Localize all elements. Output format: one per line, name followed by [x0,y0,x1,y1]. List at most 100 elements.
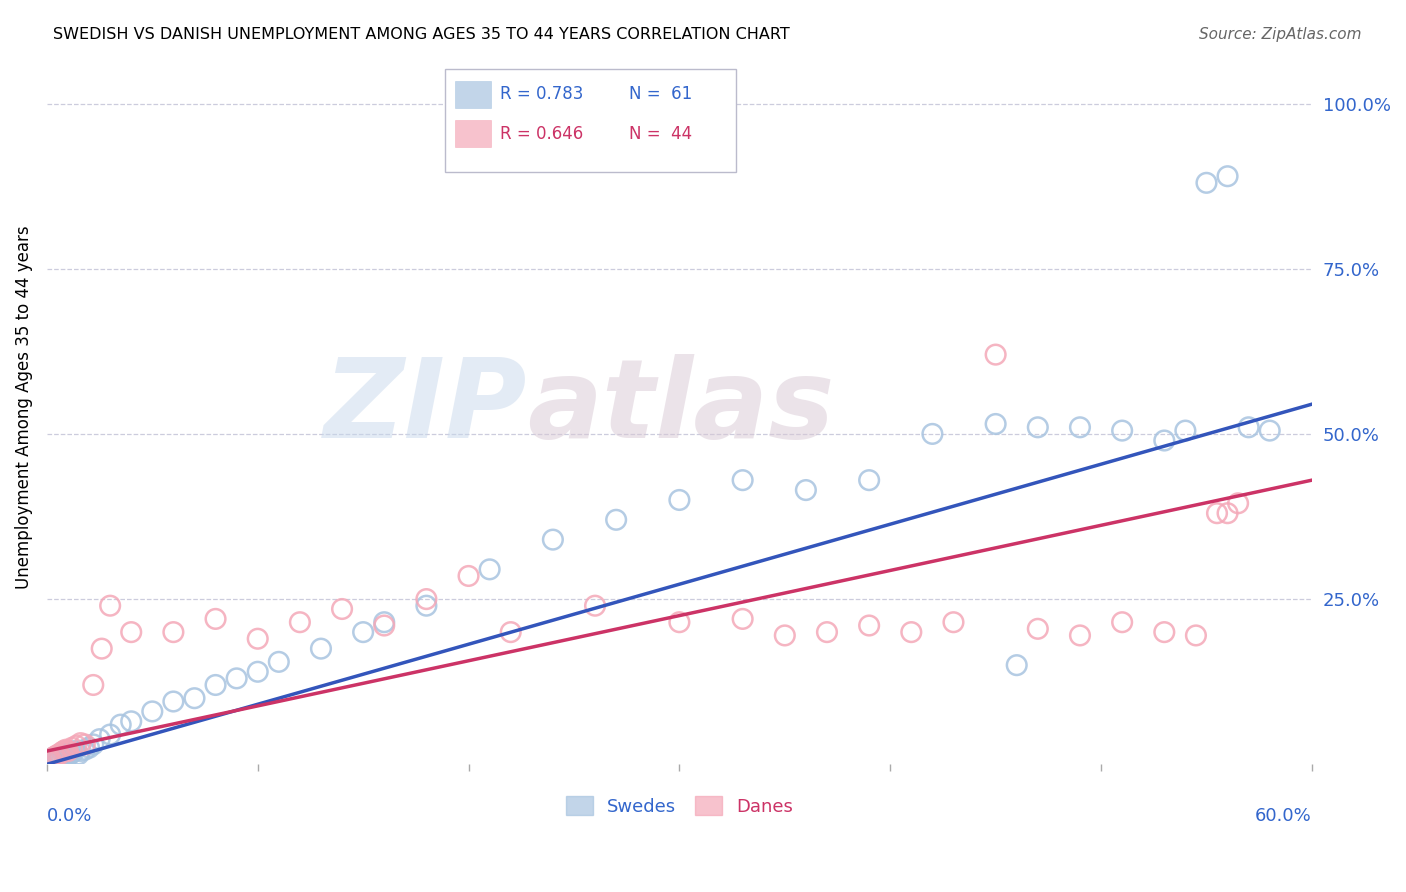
Point [499,625,522,640]
Point [44,753,66,767]
Point [48,748,70,763]
Point [52,747,75,762]
Point [56,748,79,763]
Point [1005,658,1028,673]
Text: atlas: atlas [527,354,835,461]
Point [352,625,374,640]
Point [858,618,880,632]
Point [162,694,184,708]
Point [39,755,62,769]
Point [46,752,69,766]
Point [63,744,86,758]
Point [583,599,606,613]
Point [98,599,121,613]
Point [246,632,269,646]
Point [309,641,332,656]
Point [44,749,66,764]
Point [773,628,796,642]
Point [1216,506,1239,520]
Point [794,483,817,497]
Point [1069,420,1091,434]
Point [42,750,65,764]
Point [51,749,73,764]
Point [1237,420,1260,434]
Point [60,745,83,759]
Point [52,744,75,758]
Point [668,493,690,508]
Point [900,625,922,640]
Point [731,612,754,626]
Point [984,417,1007,431]
Text: SWEDISH VS DANISH UNEMPLOYMENT AMONG AGES 35 TO 44 YEARS CORRELATION CHART: SWEDISH VS DANISH UNEMPLOYMENT AMONG AGE… [53,27,790,42]
Text: Source: ZipAtlas.com: Source: ZipAtlas.com [1198,27,1361,42]
Point [44,751,66,765]
Point [373,618,395,632]
Point [1258,424,1281,438]
Text: N =  61: N = 61 [628,86,692,103]
Point [51,745,73,759]
Point [39,753,62,767]
Point [183,691,205,706]
Point [73,738,96,752]
Point [288,615,311,630]
Point [48,747,70,762]
Point [48,750,70,764]
Point [1216,169,1239,184]
Point [39,752,62,766]
Point [90,641,112,656]
Point [984,348,1007,362]
Point [162,625,184,640]
Point [668,615,690,630]
Point [1111,424,1133,438]
Text: N =  44: N = 44 [628,125,692,144]
Point [246,665,269,679]
Point [42,754,65,768]
Y-axis label: Unemployment Among Ages 35 to 44 years: Unemployment Among Ages 35 to 44 years [15,226,32,590]
Point [1227,496,1250,510]
Point [1069,628,1091,642]
FancyBboxPatch shape [446,69,737,172]
Point [120,625,142,640]
Point [120,714,142,729]
Point [77,740,100,755]
Text: 60.0%: 60.0% [1256,807,1312,825]
Text: ZIP: ZIP [325,354,527,461]
Point [541,533,564,547]
Point [56,744,79,758]
Point [1026,622,1049,636]
Point [67,747,90,762]
Point [38,754,60,768]
Point [1195,176,1218,190]
Bar [456,120,491,147]
Point [921,426,943,441]
Point [204,678,226,692]
Point [82,678,104,692]
Bar [456,80,491,108]
Point [330,602,353,616]
Point [55,747,77,762]
Point [39,753,62,767]
Point [60,740,83,755]
Point [69,736,91,750]
Point [38,756,60,770]
Point [1185,628,1208,642]
Point [415,599,437,613]
Point [1206,506,1229,520]
Point [69,744,91,758]
Point [89,732,111,747]
Point [858,473,880,487]
Legend: Swedes, Danes: Swedes, Danes [558,789,800,823]
Point [59,747,82,762]
Point [141,705,163,719]
Point [55,743,77,757]
Point [82,738,104,752]
Point [98,727,121,741]
Point [942,615,965,630]
Point [373,615,395,630]
Point [815,625,838,640]
Point [731,473,754,487]
Point [73,743,96,757]
Point [46,747,69,762]
Point [46,749,69,764]
Point [457,569,479,583]
